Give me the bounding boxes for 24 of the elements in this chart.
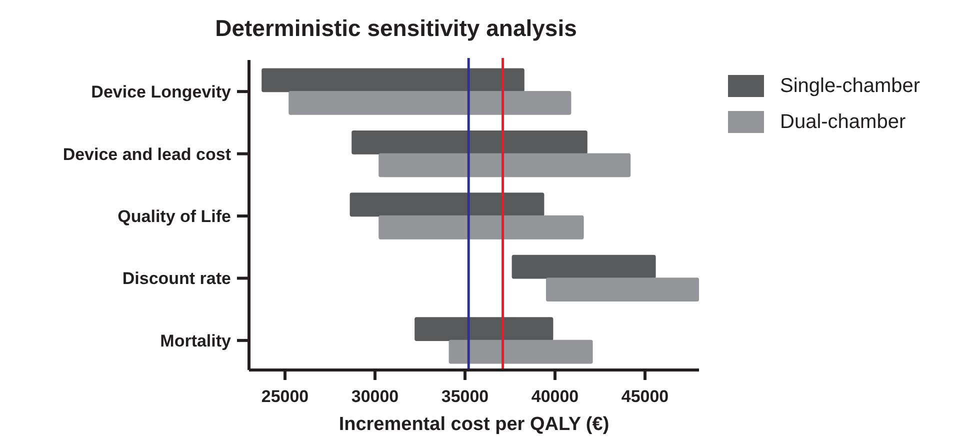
bar (448, 340, 593, 364)
bar (350, 192, 544, 217)
legend-label: Single-chamber (780, 75, 920, 97)
chart-title: Deterministic sensitivity analysis (215, 15, 577, 41)
x-tick-label: 35000 (441, 387, 489, 406)
y-tick-label: Mortality (160, 331, 232, 350)
bar (546, 278, 699, 302)
x-axis-title: Incremental cost per QALY (€) (338, 414, 610, 435)
y-tick-label: Device and lead cost (62, 144, 232, 164)
bar (262, 68, 524, 92)
x-tick-label: 30000 (351, 387, 399, 406)
y-tick-label: Device Longevity (91, 82, 232, 102)
bar (352, 130, 588, 154)
bar (512, 254, 656, 279)
x-tick-label: 25000 (261, 387, 309, 406)
x-tick-label: 40000 (531, 387, 579, 406)
legend-label: Dual-chamber (780, 111, 906, 133)
bar (378, 215, 584, 240)
bar (378, 153, 631, 178)
x-tick-label: 45000 (621, 387, 669, 406)
bar (288, 90, 572, 115)
bar (414, 317, 554, 342)
y-tick-label: Quality of Life (118, 207, 231, 226)
y-tick-label: Discount rate (122, 269, 231, 288)
